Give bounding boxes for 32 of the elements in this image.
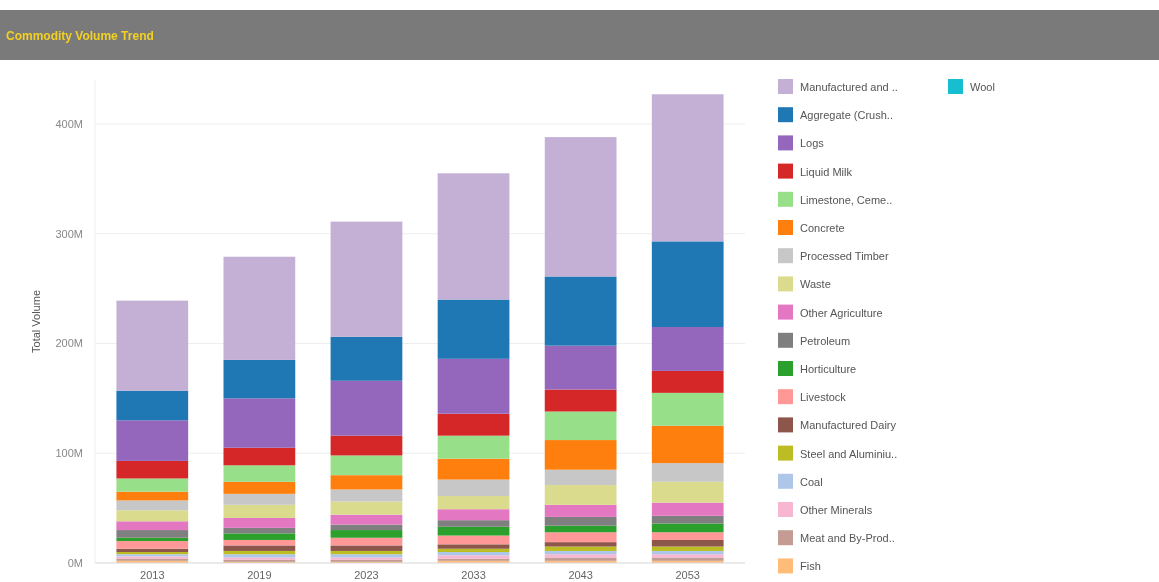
legend-label: Manufactured and .. (800, 81, 898, 93)
chart-title: Commodity Volume Trend (6, 29, 154, 43)
legend-label: Horticulture (800, 363, 857, 375)
legend-label: Waste (800, 278, 831, 291)
legend-label: Livestock (800, 391, 847, 404)
legend-label: Other Minerals (800, 504, 873, 516)
legend-label: Aggregate (Crush.. (800, 109, 893, 122)
y-tick-label: 400M (55, 117, 83, 130)
legend-label: Petroleum (800, 334, 851, 347)
x-tick-label: 2019 (247, 569, 272, 581)
legend-label: Liquid Milk (800, 165, 853, 178)
x-tick-label: 2023 (354, 569, 379, 581)
legend-label: Steel and Aluminiu.. (800, 447, 898, 460)
x-tick-label: 2013 (140, 569, 165, 581)
legend-label: Other Agriculture (800, 306, 883, 319)
legend-label: Meat and By-Prod.. (800, 532, 895, 545)
legend-label: Coal (800, 475, 823, 488)
y-tick-label: 0M (67, 556, 83, 569)
x-tick-label: 2043 (568, 569, 593, 581)
legend-label: Fish (800, 560, 821, 573)
x-tick-label: 2053 (675, 569, 700, 581)
legend-label: Limestone, Ceme.. (800, 193, 893, 206)
y-axis-title: Total Volume (30, 290, 42, 353)
legend-label: Concrete (800, 222, 845, 234)
legend-label: Manufactured Dairy (800, 419, 897, 432)
x-tick-label: 2033 (461, 569, 486, 581)
y-tick-label: 200M (55, 337, 83, 350)
legend-label: Wool (970, 81, 995, 93)
legend-label: Logs (800, 137, 825, 150)
y-tick-label: 300M (55, 227, 83, 240)
legend-label: Processed Timber (800, 250, 889, 263)
y-tick-label: 100M (55, 447, 83, 460)
